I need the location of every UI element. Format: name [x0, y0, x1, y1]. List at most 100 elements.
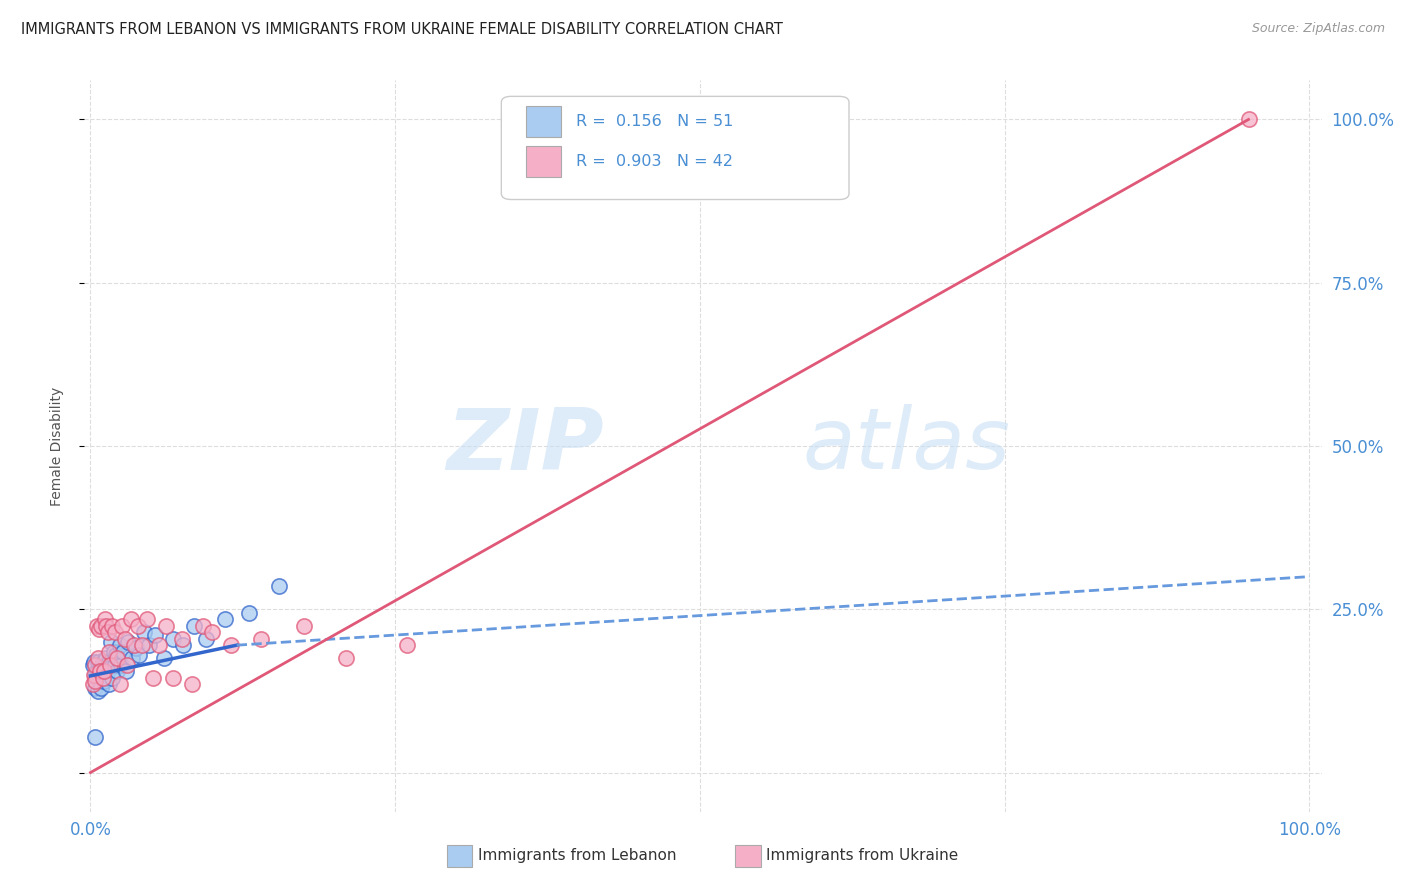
- Point: [121, 651, 143, 665]
- Point: [138, 638, 160, 652]
- FancyBboxPatch shape: [526, 106, 561, 137]
- Point: [162, 671, 184, 685]
- Y-axis label: Female Disability: Female Disability: [49, 386, 63, 506]
- Text: atlas: atlas: [801, 404, 1010, 488]
- Point: [97, 677, 120, 691]
- Point: [91, 667, 114, 681]
- Point: [103, 645, 125, 659]
- Point: [94, 665, 117, 679]
- Text: R =  0.903   N = 42: R = 0.903 N = 42: [575, 154, 733, 169]
- Point: [91, 671, 114, 685]
- Point: [142, 671, 165, 685]
- Point: [83, 667, 105, 681]
- Point: [101, 618, 124, 632]
- Point: [94, 612, 117, 626]
- Point: [89, 661, 111, 675]
- Point: [84, 674, 107, 689]
- Point: [90, 665, 112, 679]
- Point: [87, 622, 110, 636]
- Point: [105, 651, 128, 665]
- Point: [93, 674, 115, 689]
- Point: [84, 681, 107, 695]
- Point: [219, 638, 242, 652]
- Point: [292, 618, 315, 632]
- Point: [82, 677, 104, 691]
- Point: [135, 612, 157, 626]
- Point: [250, 632, 273, 646]
- Point: [90, 618, 112, 632]
- Point: [90, 681, 112, 695]
- Point: [238, 606, 260, 620]
- Point: [148, 638, 170, 652]
- Point: [115, 657, 138, 672]
- Point: [155, 618, 177, 632]
- Point: [87, 684, 110, 698]
- Point: [87, 665, 110, 679]
- Point: [143, 628, 166, 642]
- Text: R =  0.156   N = 51: R = 0.156 N = 51: [575, 114, 733, 129]
- Point: [127, 618, 149, 632]
- Point: [87, 667, 110, 681]
- Point: [97, 645, 120, 659]
- Point: [132, 625, 155, 640]
- Point: [96, 671, 118, 685]
- Point: [84, 657, 107, 672]
- Point: [114, 665, 136, 679]
- Point: [214, 612, 236, 626]
- Point: [120, 612, 142, 626]
- Point: [191, 618, 214, 632]
- Point: [1237, 112, 1260, 127]
- Point: [94, 657, 117, 672]
- Point: [201, 625, 224, 640]
- Point: [111, 618, 134, 632]
- FancyBboxPatch shape: [526, 146, 561, 178]
- Point: [110, 657, 132, 672]
- Point: [131, 638, 153, 652]
- Point: [96, 665, 118, 679]
- Point: [180, 677, 202, 691]
- Point: [86, 671, 108, 685]
- Point: [104, 657, 127, 672]
- Point: [396, 638, 419, 652]
- Point: [87, 651, 110, 665]
- Point: [96, 618, 118, 632]
- Text: IMMIGRANTS FROM LEBANON VS IMMIGRANTS FROM UKRAINE FEMALE DISABILITY CORRELATION: IMMIGRANTS FROM LEBANON VS IMMIGRANTS FR…: [21, 22, 783, 37]
- Point: [105, 665, 128, 679]
- Point: [89, 674, 111, 689]
- Point: [86, 618, 108, 632]
- Text: Immigrants from Lebanon: Immigrants from Lebanon: [478, 848, 676, 863]
- Point: [97, 655, 120, 669]
- Point: [84, 730, 107, 744]
- Text: Source: ZipAtlas.com: Source: ZipAtlas.com: [1251, 22, 1385, 36]
- Point: [117, 635, 139, 649]
- FancyBboxPatch shape: [502, 96, 849, 200]
- Point: [112, 645, 135, 659]
- Point: [105, 648, 128, 662]
- Point: [172, 638, 194, 652]
- Point: [162, 632, 184, 646]
- Point: [93, 665, 115, 679]
- Point: [87, 655, 110, 669]
- Point: [96, 625, 118, 640]
- Point: [195, 632, 218, 646]
- Point: [124, 638, 146, 652]
- Point: [101, 671, 124, 685]
- Point: [89, 665, 111, 679]
- Text: ZIP: ZIP: [446, 404, 605, 488]
- Point: [98, 657, 121, 672]
- Point: [269, 579, 291, 593]
- Point: [152, 651, 174, 665]
- Point: [104, 625, 127, 640]
- Point: [108, 677, 131, 691]
- Point: [86, 665, 108, 679]
- Point: [83, 655, 105, 669]
- Point: [124, 641, 146, 656]
- Point: [183, 618, 205, 632]
- Point: [84, 667, 107, 681]
- Point: [170, 632, 193, 646]
- Point: [114, 632, 136, 646]
- Point: [100, 635, 122, 649]
- Point: [335, 651, 357, 665]
- Point: [82, 657, 104, 672]
- Point: [91, 655, 114, 669]
